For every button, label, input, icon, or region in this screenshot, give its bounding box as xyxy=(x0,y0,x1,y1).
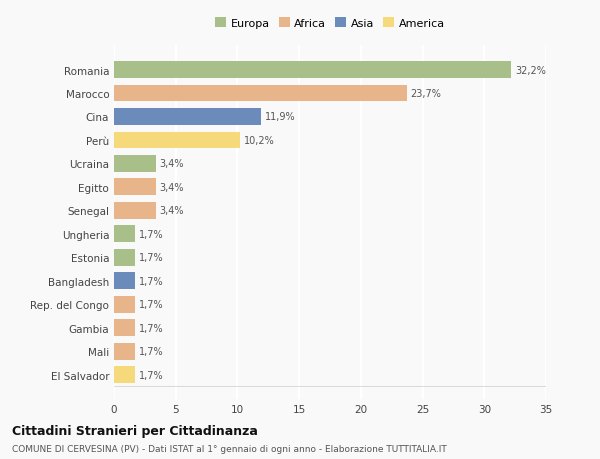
Text: 1,7%: 1,7% xyxy=(139,300,163,309)
Text: 1,7%: 1,7% xyxy=(139,276,163,286)
Bar xyxy=(114,62,511,79)
Bar xyxy=(114,343,135,360)
Text: 1,7%: 1,7% xyxy=(139,370,163,380)
Bar xyxy=(114,156,156,173)
Text: 32,2%: 32,2% xyxy=(515,65,546,75)
Text: 3,4%: 3,4% xyxy=(160,206,184,216)
Text: 3,4%: 3,4% xyxy=(160,159,184,169)
Bar xyxy=(114,249,135,266)
Bar xyxy=(114,132,240,149)
Text: 1,7%: 1,7% xyxy=(139,323,163,333)
Text: 11,9%: 11,9% xyxy=(265,112,295,122)
Text: 1,7%: 1,7% xyxy=(139,230,163,239)
Legend: Europa, Africa, Asia, America: Europa, Africa, Asia, America xyxy=(213,16,447,31)
Bar xyxy=(114,109,261,126)
Text: 3,4%: 3,4% xyxy=(160,183,184,192)
Bar xyxy=(114,226,135,243)
Text: Cittadini Stranieri per Cittadinanza: Cittadini Stranieri per Cittadinanza xyxy=(12,424,258,437)
Bar xyxy=(114,366,135,383)
Bar xyxy=(114,296,135,313)
Text: 10,2%: 10,2% xyxy=(244,136,274,146)
Bar xyxy=(114,202,156,219)
Bar xyxy=(114,273,135,290)
Bar xyxy=(114,85,407,102)
Text: COMUNE DI CERVESINA (PV) - Dati ISTAT al 1° gennaio di ogni anno - Elaborazione : COMUNE DI CERVESINA (PV) - Dati ISTAT al… xyxy=(12,444,447,453)
Text: 23,7%: 23,7% xyxy=(410,89,441,99)
Bar xyxy=(114,179,156,196)
Text: 1,7%: 1,7% xyxy=(139,347,163,356)
Text: 1,7%: 1,7% xyxy=(139,253,163,263)
Bar xyxy=(114,319,135,336)
